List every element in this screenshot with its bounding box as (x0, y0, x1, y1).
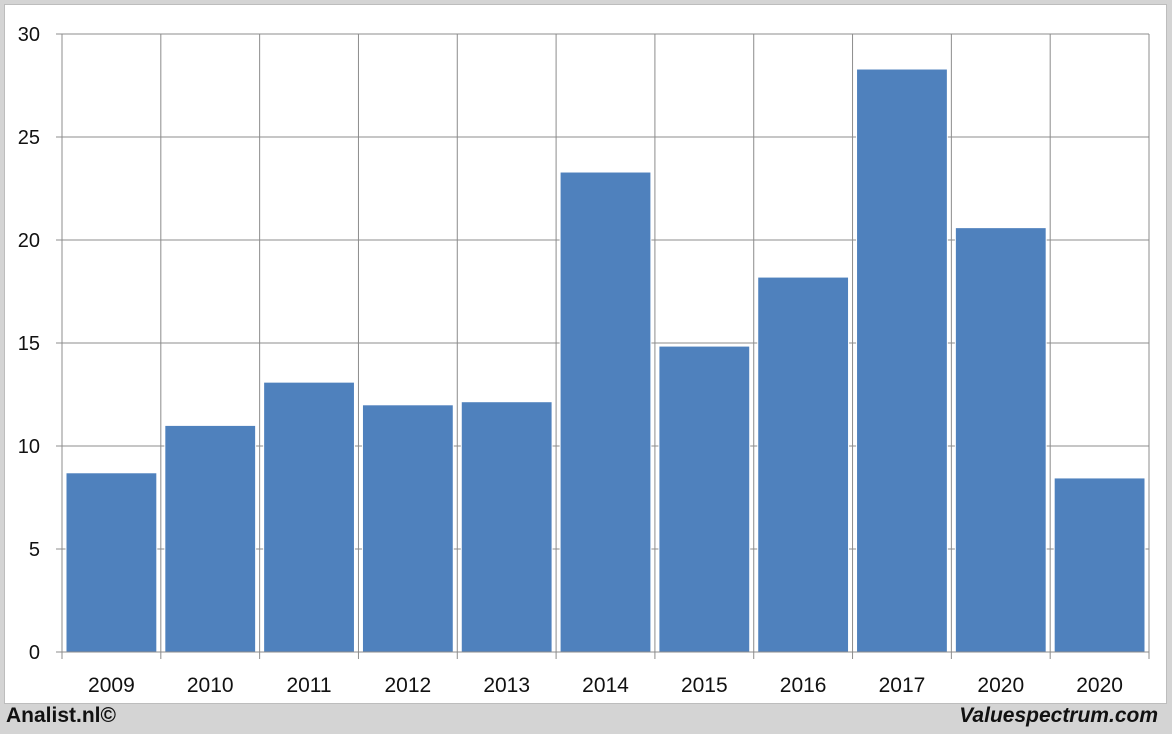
x-tick-label: 2011 (286, 674, 331, 697)
y-tick-label: 0 (29, 642, 40, 664)
x-tick-label: 2016 (780, 674, 827, 697)
y-tick-label: 5 (29, 539, 40, 561)
analist-credit: Analist.nl© (6, 704, 116, 727)
bar-2016-7 (757, 276, 850, 653)
x-tick-label: 2010 (187, 674, 234, 697)
y-tick-label: 15 (18, 333, 40, 355)
bar-2017-8 (856, 68, 948, 653)
bar-2014-5 (559, 171, 652, 653)
bar-2015-6 (658, 345, 751, 653)
y-tick-label: 20 (18, 230, 40, 252)
x-tick-label: 2009 (88, 674, 135, 697)
x-tick-label: 2013 (483, 674, 530, 697)
bar-2013-4 (460, 401, 553, 653)
bars (65, 68, 1146, 653)
x-tick-label: 2020 (977, 674, 1024, 697)
bar-2009-0 (65, 472, 158, 653)
x-tick-label: 2015 (681, 674, 728, 697)
bar-2020-9 (954, 227, 1047, 653)
bar-2012-3 (361, 404, 454, 653)
x-tick-label: 2014 (582, 674, 629, 697)
x-tick-label: 2020 (1076, 674, 1123, 697)
tick-labels: 0 5 10 15 20 25 30 2009 2010 2011 2012 2013 2014 2015… (18, 24, 1123, 697)
valuespectrum-credit: Valuespectrum.com (959, 704, 1158, 727)
bar-2011-2 (263, 381, 355, 653)
axes (56, 33, 1150, 659)
bar-2010-1 (164, 424, 257, 653)
x-tick-label: 2012 (385, 674, 432, 697)
y-tick-label: 30 (18, 24, 40, 46)
x-tick-label: 2017 (879, 674, 926, 697)
y-tick-label: 10 (18, 436, 40, 458)
y-tick-label: 25 (18, 127, 40, 149)
bar-2020-10 (1053, 477, 1146, 653)
